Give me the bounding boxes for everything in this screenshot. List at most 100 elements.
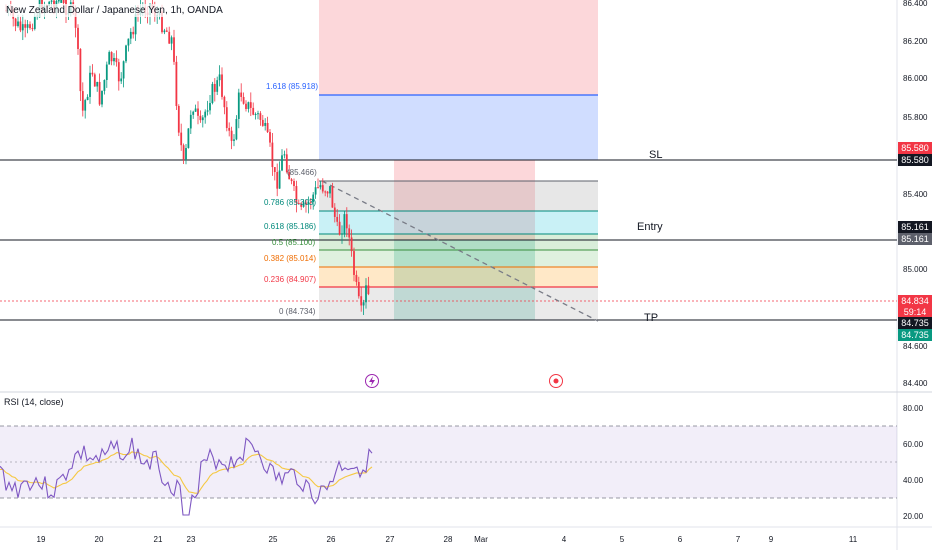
candle-body [213,83,216,92]
candle-body [266,123,269,133]
sl-price-tag: 85.580 [898,154,932,166]
candle-body [127,38,130,46]
candle-body [132,31,135,35]
candle-body [309,201,312,203]
candle-body [271,142,274,168]
candle-body [350,237,353,252]
candle-body [230,130,233,141]
candle-body [175,61,178,107]
candle-body [211,83,214,104]
candle-body [218,74,221,81]
fib-label-0382: 0.382 (85.014) [264,254,316,263]
sl-label: SL [649,149,662,161]
candle-body [235,118,238,140]
candle-body [17,21,19,27]
candle-body [362,302,365,306]
tp-label: TP [644,312,658,324]
candle-body [161,11,163,33]
candle-body [57,0,60,2]
candle-body [314,187,317,195]
fib-label-0618: 0.618 (85.186) [264,222,316,231]
candle-body [60,0,63,3]
profit-zone[interactable] [319,95,598,160]
candle-body [317,187,319,189]
rsi-ma-line [0,451,373,494]
candle-body [201,117,204,121]
candle-body [206,110,209,112]
candle-body [122,61,125,79]
time-tick: 27 [386,535,395,544]
candle-body [242,96,245,104]
candle-body [305,202,307,205]
price-tick: 84.400 [903,379,928,388]
candle-body [348,228,351,238]
rsi-tick: 40.00 [903,476,924,485]
candle-body [312,194,315,202]
candle-body [297,202,300,204]
candle-body [199,115,202,121]
time-tick: Mar [474,535,488,544]
rsi-title: RSI (14, close) [4,397,64,407]
entry-label: Entry [637,221,663,233]
time-tick: 11 [849,535,858,544]
price-tick: 85.400 [903,190,928,199]
risk-box[interactable] [394,160,535,240]
candle-body [197,108,199,116]
candle-body [177,106,180,133]
target-icon[interactable] [549,374,563,388]
candle-body [245,103,247,109]
time-tick: 21 [154,535,163,544]
candle-body [26,24,29,28]
candle-body [89,72,91,97]
time-tick: 5 [620,535,625,544]
price-tick: 86.000 [903,74,928,83]
candle-body [81,91,84,111]
candle-body [307,201,310,205]
reward-box[interactable] [394,240,535,320]
candle-body [269,132,271,143]
candle-body [293,181,295,187]
candle-body [221,74,223,97]
candle-body [113,57,115,62]
candle-body [185,148,187,160]
time-tick: 19 [37,535,46,544]
candle-body [29,24,31,29]
candle-body [62,0,65,4]
candle-body [79,48,82,92]
candle-body [103,79,106,91]
candle-body [257,113,259,115]
candle-body [331,186,334,208]
candle-body [261,119,264,126]
time-tick: 7 [736,535,741,544]
candle-body [252,107,255,115]
entry-price-tag-2: 85.161 [898,233,932,245]
candle-body [240,92,243,97]
flash-icon[interactable] [365,374,379,388]
candle-body [237,92,240,119]
chart-title: New Zealand Dollar / Japanese Yen, 1h, O… [4,4,225,17]
candle-body [338,221,341,235]
tp-price-tag: 84.735 [898,317,932,329]
candle-body [249,102,252,108]
candle-body [343,214,346,234]
candle-body [345,214,348,229]
candle-body [163,30,166,33]
candle-body [50,0,53,2]
candle-body [182,145,185,160]
candle-body [295,186,298,203]
candle-body [180,132,183,146]
candle-body [168,31,171,44]
stop-zone-upper[interactable] [319,0,598,95]
trend-line[interactable] [321,180,599,322]
last-price-tag: 84.834 [898,295,932,307]
candle-body [285,154,288,173]
price-tick: 85.800 [903,113,928,122]
candle-body [209,103,211,111]
entry-price-tag: 85.161 [898,221,932,233]
rsi-tick: 60.00 [903,440,924,449]
candle-body [189,114,192,129]
fib-label-1618: 1.618 (85.918) [266,82,318,91]
candle-body [225,107,228,128]
candle-body [173,37,175,62]
